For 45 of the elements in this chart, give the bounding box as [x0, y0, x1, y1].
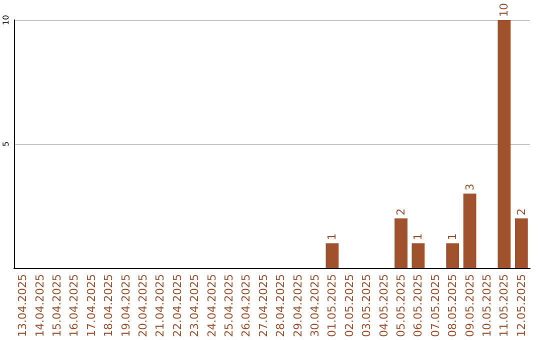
x-tick-label: 21.04.2025 [154, 274, 167, 338]
x-tick-label: 27.04.2025 [256, 274, 270, 338]
x-tick-label: 10.05.2025 [480, 274, 494, 338]
x-tick-label: 25.04.2025 [222, 274, 236, 338]
data-label: 1 [326, 233, 339, 240]
bar [326, 243, 339, 268]
bar [394, 218, 408, 268]
y-tick-label: 5 [2, 141, 10, 147]
x-tick-label: 06.05.2025 [412, 274, 425, 338]
x-tick-label: 05.05.2025 [394, 274, 408, 338]
x-tick-label: 23.04.2025 [188, 274, 202, 338]
bar [446, 243, 460, 268]
x-tick-label: 16.04.2025 [68, 274, 81, 338]
x-tick-label: 30.04.2025 [308, 274, 322, 338]
data-label: 10 [498, 3, 511, 17]
x-tick-label: 15.04.2025 [50, 274, 64, 338]
x-tick-label: 29.04.2025 [291, 274, 304, 338]
x-tick-label: 18.04.2025 [102, 274, 116, 338]
bar [412, 243, 425, 268]
x-tick-label: 19.04.2025 [119, 274, 132, 338]
x-tick-label: 08.05.2025 [446, 274, 460, 338]
data-label: 2 [514, 208, 528, 216]
bar [463, 194, 476, 268]
x-tick-label: 28.04.2025 [274, 274, 288, 338]
bar [514, 218, 528, 268]
x-tick-label: 11.05.2025 [498, 274, 511, 338]
x-tick-label: 02.05.2025 [342, 274, 356, 338]
bar [498, 20, 511, 268]
data-label: 2 [394, 208, 408, 216]
data-label: 1 [446, 233, 460, 240]
data-label: 3 [463, 184, 476, 191]
x-tick-label: 07.05.2025 [428, 274, 442, 338]
x-tick-label: 14.04.2025 [33, 274, 46, 338]
x-tick-label: 17.04.2025 [84, 274, 98, 338]
data-label: 1 [412, 233, 425, 240]
x-tick-label: 13.04.2025 [16, 274, 30, 338]
x-tick-label: 12.05.2025 [514, 274, 528, 338]
x-tick-label: 04.05.2025 [377, 274, 390, 338]
x-tick-label: 09.05.2025 [463, 274, 476, 338]
x-tick-label: 20.04.2025 [136, 274, 150, 338]
x-tick-label: 01.05.2025 [326, 274, 339, 338]
x-tick-label: 03.05.2025 [360, 274, 374, 338]
x-tick-label: 24.04.2025 [205, 274, 218, 338]
x-tick-label: 26.04.2025 [240, 274, 253, 338]
x-tick-label: 22.04.2025 [170, 274, 184, 338]
